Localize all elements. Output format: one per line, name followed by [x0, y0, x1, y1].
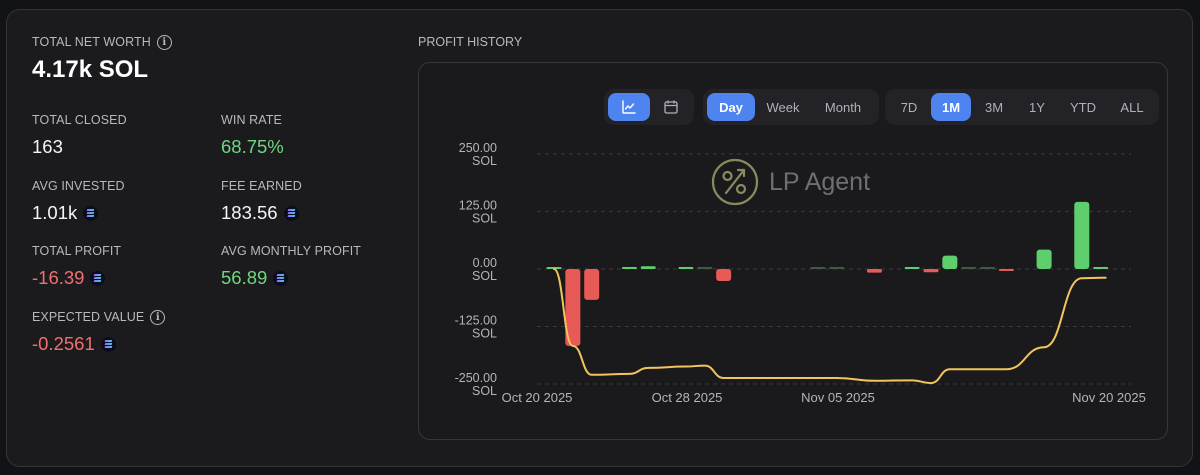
cumulative-profit-line: [553, 268, 1107, 385]
y-tick-label: 250.00: [459, 141, 497, 155]
y-tick-unit: SOL: [472, 327, 497, 341]
y-tick-unit: SOL: [472, 384, 497, 398]
range-1m-button[interactable]: 1M: [931, 93, 971, 121]
y-tick-label: -125.00: [455, 314, 497, 328]
profit-bar[interactable]: [942, 255, 958, 269]
profit-bar[interactable]: [1036, 249, 1052, 269]
solana-icon: [100, 336, 116, 352]
profit-bar[interactable]: [697, 267, 713, 269]
x-tick-label: Nov 20 2025: [1072, 390, 1146, 405]
line-chart-icon: [622, 100, 636, 114]
stats-panel: TOTAL NET WORTH i 4.17k SOL TOTAL CLOSED…: [32, 34, 392, 354]
net-worth-value: 4.17k SOL: [32, 56, 149, 83]
profit-bar[interactable]: [621, 267, 637, 269]
profit-bar[interactable]: [1074, 201, 1090, 269]
range-toggle: 7D 1M 3M 1Y YTD ALL: [885, 89, 1159, 125]
total-closed-stat: TOTAL CLOSED 163: [32, 113, 127, 157]
profit-bar[interactable]: [923, 269, 939, 273]
avg-monthly-profit-stat: AVG MONTHLY PROFIT 56.89: [221, 244, 362, 288]
profit-bar[interactable]: [716, 269, 732, 281]
info-icon[interactable]: i: [150, 309, 166, 325]
win-rate-stat: WIN RATE 68.75%: [221, 113, 284, 157]
avg-invested-stat: AVG INVESTED 1.01k: [32, 179, 125, 223]
view-toggle: [604, 89, 694, 125]
granularity-toggle: Day Week Month: [703, 89, 879, 125]
range-3m-button[interactable]: 3M: [984, 99, 1004, 115]
solana-icon: [273, 270, 289, 286]
x-tick-label: Nov 05 2025: [801, 390, 875, 405]
solana-icon: [283, 205, 299, 221]
profit-chart-card: Day Week Month 7D 1M 3M 1Y YTD ALL LP Ag…: [418, 62, 1168, 440]
y-tick-label: 125.00: [459, 199, 497, 213]
day-button[interactable]: Day: [707, 93, 755, 121]
solana-icon: [90, 270, 106, 286]
range-ytd-button[interactable]: YTD: [1070, 99, 1096, 115]
lp-agent-logo-icon: [711, 158, 759, 206]
info-icon[interactable]: i: [156, 34, 172, 50]
profit-bar[interactable]: [810, 267, 826, 269]
y-tick-label: 0.00: [473, 256, 497, 270]
profit-bar[interactable]: [829, 267, 845, 269]
y-tick-label: -250.00: [455, 371, 497, 385]
profit-chart: 250.00SOL125.00SOL0.00SOL-125.00SOL-250.…: [455, 141, 1146, 405]
profit-bar[interactable]: [998, 269, 1014, 271]
net-worth-label: TOTAL NET WORTH i: [32, 34, 392, 50]
fee-earned-stat: FEE EARNED 183.56: [221, 179, 302, 223]
profit-bar[interactable]: [640, 266, 656, 269]
range-all-button[interactable]: ALL: [1120, 99, 1144, 115]
y-tick-unit: SOL: [472, 154, 497, 168]
line-chart-view-button[interactable]: [608, 93, 650, 121]
profit-bar[interactable]: [584, 269, 600, 300]
x-tick-label: Oct 20 2025: [502, 390, 573, 405]
lp-agent-watermark: LP Agent: [711, 158, 870, 206]
profit-bar[interactable]: [980, 267, 996, 269]
range-1y-button[interactable]: 1Y: [1029, 99, 1045, 115]
expected-value-stat: EXPECTED VALUE i -0.2561: [32, 309, 166, 355]
calendar-view-button[interactable]: [652, 93, 690, 121]
solana-icon: [83, 205, 99, 221]
profit-history-title: PROFIT HISTORY: [418, 35, 523, 49]
profit-bar[interactable]: [961, 267, 977, 269]
week-button[interactable]: Week: [766, 99, 800, 115]
y-tick-unit: SOL: [472, 269, 497, 283]
total-profit-stat: TOTAL PROFIT -16.39: [32, 244, 122, 288]
profit-bar[interactable]: [1093, 267, 1109, 269]
range-7d-button[interactable]: 7D: [900, 99, 918, 115]
profit-bar[interactable]: [565, 269, 581, 346]
profit-bar[interactable]: [904, 267, 920, 269]
y-tick-unit: SOL: [472, 212, 497, 226]
month-button[interactable]: Month: [824, 99, 862, 115]
calendar-icon: [664, 100, 678, 114]
x-tick-label: Oct 28 2025: [652, 390, 723, 405]
profit-bar[interactable]: [866, 269, 882, 273]
profit-bar[interactable]: [678, 267, 694, 269]
